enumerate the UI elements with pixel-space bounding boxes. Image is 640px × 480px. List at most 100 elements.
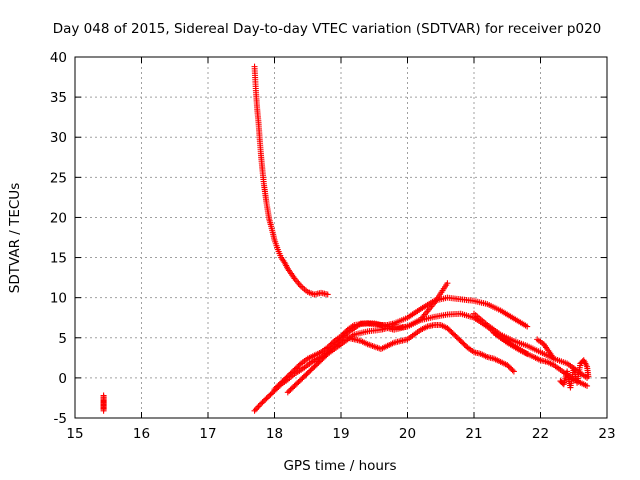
data-point xyxy=(319,355,326,362)
data-point xyxy=(294,380,301,387)
data-point xyxy=(311,363,318,370)
data-point xyxy=(447,327,454,334)
data-point xyxy=(320,354,327,361)
data-point xyxy=(585,373,592,380)
data-point xyxy=(254,404,261,411)
x-axis-label: GPS time / hours xyxy=(283,458,396,474)
data-point xyxy=(304,370,311,377)
x-tick-label: 18 xyxy=(266,426,283,442)
x-tick-label: 23 xyxy=(598,426,615,442)
data-point xyxy=(341,329,348,336)
data-point xyxy=(280,377,287,384)
data-point xyxy=(279,378,286,385)
data-point xyxy=(278,379,285,386)
data-point xyxy=(452,332,459,339)
data-point xyxy=(315,359,322,366)
y-tick-label: 15 xyxy=(50,251,67,267)
data-point xyxy=(327,341,334,348)
data-points xyxy=(100,63,592,414)
data-point xyxy=(267,391,274,398)
x-tick-label: 15 xyxy=(66,426,83,442)
data-point xyxy=(298,376,305,383)
data-point xyxy=(288,385,295,392)
data-point xyxy=(455,335,462,342)
data-point xyxy=(264,394,271,401)
data-point xyxy=(272,384,279,391)
data-point xyxy=(307,367,314,374)
data-point xyxy=(288,369,295,376)
y-tick-label: 30 xyxy=(50,130,67,146)
data-point xyxy=(456,336,463,343)
data-point xyxy=(448,329,455,336)
data-point xyxy=(508,365,515,372)
data-point xyxy=(290,368,297,375)
y-tick-label: 40 xyxy=(50,50,67,66)
y-tick-label: 25 xyxy=(50,170,67,186)
data-point xyxy=(255,403,262,410)
data-point xyxy=(292,381,299,388)
series-arc-10 xyxy=(534,336,557,362)
data-point xyxy=(314,361,321,368)
data-point xyxy=(308,366,315,373)
y-tick-label: 5 xyxy=(58,331,67,347)
data-point xyxy=(287,386,294,393)
data-point xyxy=(312,362,319,369)
data-point xyxy=(445,326,452,333)
data-point xyxy=(505,363,512,370)
data-point xyxy=(283,374,290,381)
series-arc-1 xyxy=(100,392,107,414)
grid xyxy=(75,57,607,418)
data-point xyxy=(276,380,283,387)
data-point xyxy=(251,407,258,414)
data-point xyxy=(296,377,303,384)
data-point xyxy=(504,362,511,369)
data-point xyxy=(328,340,335,347)
data-point xyxy=(339,331,346,338)
data-point xyxy=(457,337,464,344)
x-tick-label: 17 xyxy=(199,426,216,442)
series-arc-9 xyxy=(557,357,592,391)
data-point xyxy=(310,364,317,371)
data-point xyxy=(306,368,313,375)
data-point xyxy=(453,334,460,341)
x-tick-label: 16 xyxy=(133,426,150,442)
data-point xyxy=(324,291,331,298)
data-point xyxy=(270,389,277,396)
data-point xyxy=(299,375,306,382)
data-point xyxy=(260,397,267,404)
data-point xyxy=(506,364,513,371)
data-point xyxy=(295,379,302,386)
data-point xyxy=(263,395,270,402)
y-tick-label: 0 xyxy=(58,371,67,387)
data-point xyxy=(287,370,294,377)
series-arc-4 xyxy=(271,294,531,393)
data-point xyxy=(444,325,451,332)
data-point xyxy=(258,400,265,407)
data-point xyxy=(510,368,517,375)
series-arc-2 xyxy=(251,63,331,298)
data-point xyxy=(550,355,557,362)
data-point xyxy=(303,371,310,378)
y-axis-label: SDTVAR / TECUs xyxy=(7,183,23,293)
data-point xyxy=(451,331,458,338)
data-point xyxy=(449,330,456,337)
data-point xyxy=(275,382,282,389)
data-point xyxy=(262,396,269,403)
data-point xyxy=(286,388,293,395)
data-point xyxy=(509,367,516,374)
y-tick-label: -5 xyxy=(54,411,67,427)
series-arc-6 xyxy=(344,321,517,375)
data-point xyxy=(326,343,333,350)
axis-ticks: 15 16 17 18 19 20 21 22 23 -5 0 5 10 15 20 25 30 35 40 xyxy=(50,50,616,442)
data-point xyxy=(524,323,531,330)
data-point xyxy=(286,372,293,379)
data-point xyxy=(292,365,299,372)
data-point xyxy=(100,394,107,401)
data-point xyxy=(340,330,347,337)
chart-title: Day 048 of 2015, Sidereal Day-to-day VTE… xyxy=(53,21,602,37)
data-point xyxy=(302,372,309,379)
data-point xyxy=(294,364,301,371)
x-tick-label: 20 xyxy=(399,426,416,442)
